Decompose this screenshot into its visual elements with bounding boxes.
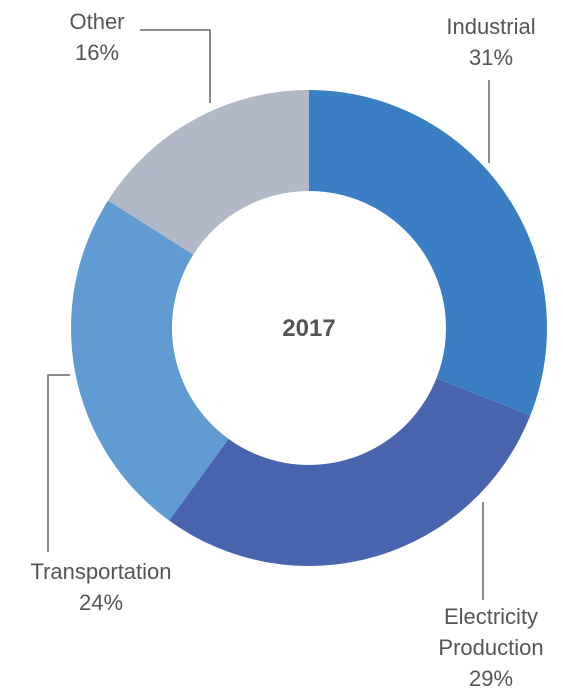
value-label: 31% (468, 45, 514, 70)
center-label: 2017 (282, 315, 335, 342)
category-label: Other (69, 9, 125, 34)
leader-line (140, 29, 211, 103)
slice-label: Other 16% (69, 6, 124, 68)
category-label: Electricity Production (438, 604, 544, 660)
slice (108, 90, 309, 255)
value-label: 29% (468, 666, 514, 691)
leader-line (47, 374, 70, 552)
value-label: 16% (74, 40, 120, 65)
category-label: Industrial (446, 14, 536, 39)
slice-label: Transportation 24% (30, 556, 171, 618)
category-label: Transportation (30, 559, 172, 584)
value-label: 24% (78, 590, 124, 615)
slice (70, 200, 229, 521)
slice (169, 378, 531, 566)
slice-label: Electricity Production 29% (421, 601, 561, 692)
slice-label: Industrial 31% (446, 11, 535, 73)
slice (309, 90, 547, 416)
